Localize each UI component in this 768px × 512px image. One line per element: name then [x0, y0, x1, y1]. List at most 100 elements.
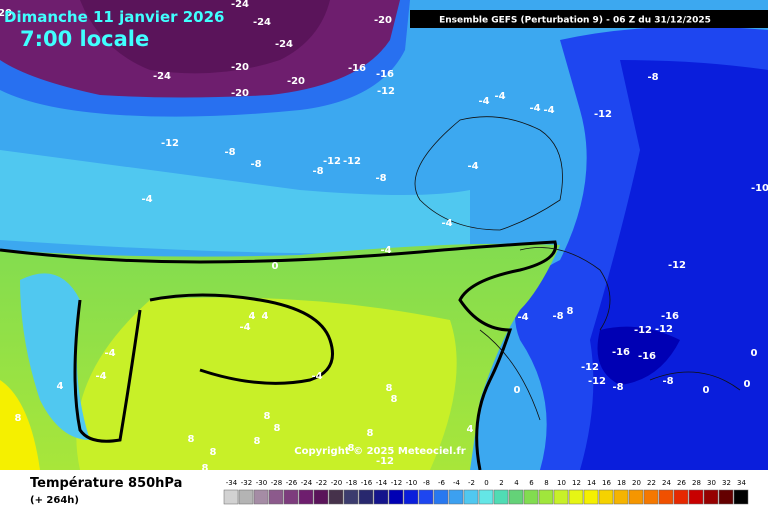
scale-swatch: [523, 489, 539, 505]
scale-swatch: [298, 489, 314, 505]
contour-label: 4: [467, 424, 474, 435]
contour-label: -4: [517, 312, 528, 323]
contour-label: -12: [323, 156, 341, 167]
contour-label: -12: [376, 456, 394, 467]
scale-swatch: [223, 489, 239, 505]
contour-label: 8: [348, 443, 355, 454]
contour-label: -16: [376, 69, 394, 80]
scale-label: 10: [557, 479, 566, 487]
contour-label: -12: [377, 86, 395, 97]
contour-label: -20: [231, 88, 249, 99]
scale-swatch: [358, 489, 374, 505]
scale-label: -8: [423, 479, 430, 487]
scale-label: -4: [453, 479, 461, 487]
contour-label: -12: [594, 109, 612, 120]
contour-label: 8: [367, 428, 374, 439]
contour-label: 8: [274, 423, 281, 434]
scale-label: 22: [647, 479, 656, 487]
scale-swatch: [583, 489, 599, 505]
scale-swatch: [553, 489, 569, 505]
contour-label: -24: [231, 0, 249, 10]
contour-label: -4: [441, 218, 452, 229]
contour-label: -8: [647, 72, 658, 83]
date: Dimanche 11 janvier 2026: [4, 8, 225, 26]
contour-label: -12: [161, 138, 179, 149]
scale-label: -18: [346, 479, 357, 487]
contour-label: -4: [380, 245, 391, 256]
scale-label: 26: [677, 479, 686, 487]
scale-label: -6: [438, 479, 446, 487]
contour-label: -8: [250, 159, 261, 170]
scale-swatch: [688, 489, 704, 505]
zero-isotherm: [0, 240, 558, 471]
contour-label: -24: [153, 71, 171, 82]
contour-label: -24: [275, 39, 293, 50]
contour-label: -8: [612, 382, 623, 393]
scale-label: -28: [271, 479, 282, 487]
scale-label: -24: [301, 479, 313, 487]
contour-label: -4: [543, 105, 554, 116]
contour-label: -16: [638, 351, 656, 362]
contour-label: -8: [375, 173, 386, 184]
scale-swatch: [463, 489, 479, 505]
contour-label: 0: [744, 379, 751, 390]
color-scale: -34 -32 -30 -28 -26 -24 -22 -20 -18 -16 -14 -12 -10-…: [223, 479, 749, 505]
time: 7:00 locale: [20, 27, 149, 51]
contour-label: 8: [210, 447, 217, 458]
scale-label: 6: [529, 479, 534, 487]
scale-label: 24: [662, 479, 671, 487]
scale-label: -32: [241, 479, 252, 487]
scale-swatch: [538, 489, 554, 505]
contour-labels: 20-24-24 -20-24-20 -16-16-24 -20-20 -12-4 -4-…: [0, 0, 768, 474]
contour-label: 8: [202, 463, 209, 474]
contour-label: -12: [343, 156, 361, 167]
scale-label: 2: [499, 479, 503, 487]
run-box: [410, 10, 768, 28]
map: 20-24-24 -20-24-20 -16-16-24 -20-20 -12-4 -4-…: [0, 0, 768, 474]
contour-label: 8: [386, 383, 393, 394]
contour-label: -24: [253, 17, 271, 28]
scale-swatch: [328, 489, 344, 505]
copyright: Copyright © 2025 Meteociel.fr: [294, 446, 465, 457]
scale-label: 4: [514, 479, 519, 487]
scale-swatch: [433, 489, 449, 505]
contour-label: 0: [703, 385, 710, 396]
contour-label: -4: [239, 322, 250, 333]
run-info: Ensemble GEFS (Perturbation 9) - 06 Z du…: [439, 16, 711, 26]
contour-label: -12: [581, 362, 599, 373]
scale-label: -10: [406, 479, 417, 487]
contour-label: -12: [668, 260, 686, 271]
scale-label: 8: [544, 479, 548, 487]
scale-swatch: [613, 489, 629, 505]
footer-title: Température 850hPa: [30, 476, 182, 491]
contour-label: -8: [552, 311, 563, 322]
lead-time: (+ 264h): [30, 495, 79, 506]
scale-label: -30: [256, 479, 267, 487]
contour-label: -4: [529, 103, 540, 114]
scale-label: -34: [226, 479, 238, 487]
contour-label: -8: [312, 166, 323, 177]
cold-core: [80, 0, 330, 74]
contour-label: -4: [95, 371, 106, 382]
scale-swatch: [373, 489, 389, 505]
scale-swatch: [403, 489, 419, 505]
scale-swatch: [388, 489, 404, 505]
contour-label: -4: [478, 96, 489, 107]
scale-swatch: [283, 489, 299, 505]
contour-label: 4: [262, 311, 269, 322]
cold-band: [0, 150, 470, 254]
contour-label: -16: [612, 347, 630, 358]
cold-core: [597, 326, 680, 385]
cold-band: [20, 273, 90, 440]
scale-label: 12: [572, 479, 581, 487]
scale-label: -22: [316, 479, 327, 487]
scale-label: 20: [632, 479, 641, 487]
scale-label: 16: [602, 479, 611, 487]
scale-label: 34: [737, 479, 746, 487]
contour-label: -16: [661, 311, 679, 322]
contour-label: 8: [254, 436, 261, 447]
scale-swatch: [493, 489, 509, 505]
warm-core: [0, 380, 40, 470]
